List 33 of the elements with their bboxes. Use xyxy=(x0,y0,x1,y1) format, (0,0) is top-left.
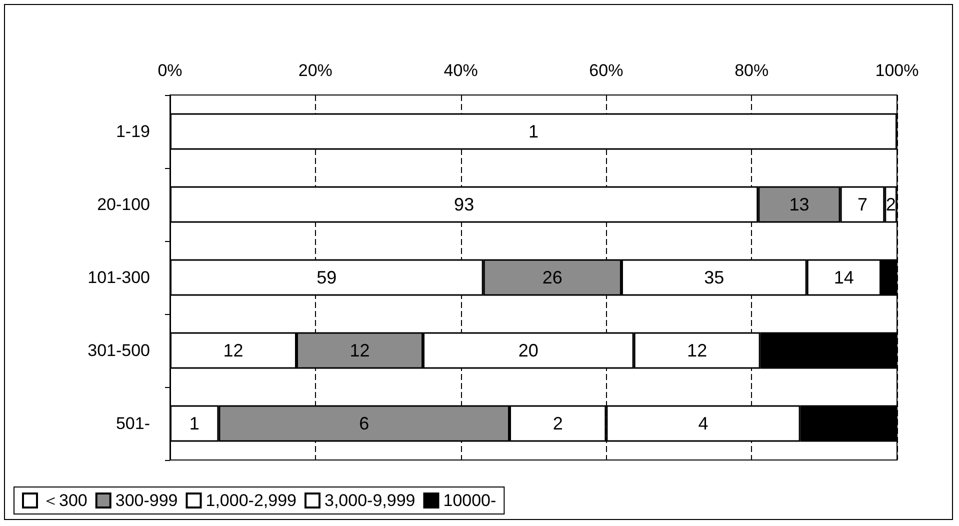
legend-label: 300-999 xyxy=(115,491,178,510)
annotation: 12 xyxy=(687,340,708,360)
annotation: 12 xyxy=(350,340,370,360)
annotation: 35 xyxy=(704,268,724,288)
annotation: 12 xyxy=(223,340,244,360)
legend-label: 1,000-2,999 xyxy=(206,491,296,510)
annotation: 4 xyxy=(698,414,708,434)
annotation: 26 xyxy=(542,268,562,288)
annotation: 13 xyxy=(789,194,810,214)
annotation: 14 xyxy=(834,268,854,288)
annotation: 2 xyxy=(552,414,563,434)
x-tick-label: 20% xyxy=(298,61,332,80)
annotation: 6 xyxy=(359,414,370,434)
x-tick-label: 80% xyxy=(734,61,769,80)
annotation: 20 xyxy=(518,340,538,360)
annotation: 1 xyxy=(189,414,200,434)
y-tick-label: 101-300 xyxy=(88,268,150,287)
legend-label: ＜300 xyxy=(42,491,88,510)
y-tick-label: 1-19 xyxy=(116,122,150,141)
annotation: 1 xyxy=(528,122,539,142)
x-tick-label: 100% xyxy=(875,61,919,80)
y-tick-label: 20-100 xyxy=(97,195,150,214)
x-tick-label: 40% xyxy=(444,61,478,80)
annotation: 7 xyxy=(857,194,868,214)
annotation: 2 xyxy=(886,194,896,214)
annotation: 93 xyxy=(454,194,474,214)
x-tick-label: 0% xyxy=(158,61,182,80)
legend-label: 10000- xyxy=(443,491,496,510)
x-tick-label: 60% xyxy=(589,61,624,80)
legend-label: 3,000-9,999 xyxy=(324,491,416,510)
y-tick-label: 301-500 xyxy=(88,341,150,360)
y-tick-label: 501- xyxy=(116,414,150,433)
annotation: 59 xyxy=(316,268,337,288)
